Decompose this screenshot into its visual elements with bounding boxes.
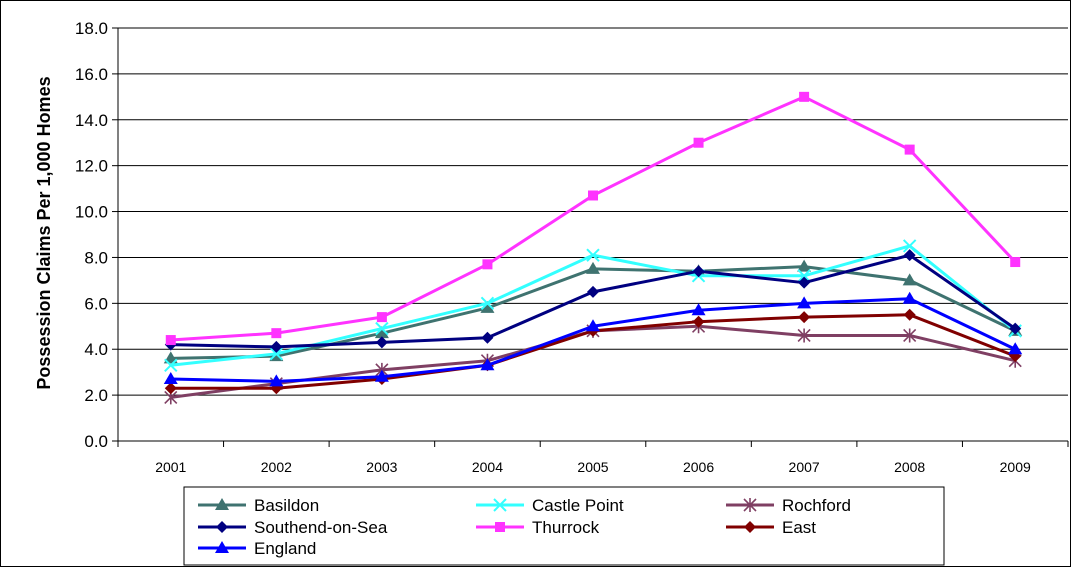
legend-entry: Castle Point — [476, 496, 624, 515]
y-tick-label: 4.0 — [84, 340, 108, 359]
data-point-marker — [902, 291, 917, 304]
data-point-marker — [269, 347, 284, 361]
x-tick-label: 2002 — [261, 459, 292, 475]
data-point-marker — [691, 303, 706, 316]
y-tick-label: 16.0 — [75, 65, 108, 84]
data-point-marker — [270, 340, 283, 353]
legend-entry: Basildon — [198, 496, 319, 515]
data-point-marker — [269, 374, 284, 387]
x-tick-label: 2009 — [1000, 459, 1031, 475]
legend-label: Castle Point — [532, 496, 624, 515]
data-point-marker — [215, 541, 229, 553]
legend-label: England — [254, 539, 316, 558]
x-tick-label: 2006 — [683, 459, 714, 475]
data-point-marker — [692, 265, 705, 278]
data-point-marker — [799, 91, 810, 102]
x-tick-label: 2003 — [366, 459, 397, 475]
y-tick-label: 12.0 — [75, 157, 108, 176]
legend-entry: Southend-on-Sea — [198, 518, 388, 537]
legend: Basildon Castle Point Rochford Southend-on-… — [183, 486, 945, 566]
data-point-marker — [1009, 322, 1022, 335]
x-tick-label: 2008 — [894, 459, 925, 475]
data-point-marker — [482, 259, 493, 270]
x-tick-label: 2001 — [155, 459, 186, 475]
data-point-marker — [797, 269, 811, 283]
x-tick-label: 2004 — [472, 459, 503, 475]
data-point-marker — [375, 321, 389, 336]
data-point-marker — [587, 285, 599, 298]
data-point-marker — [902, 239, 917, 253]
y-tick-label: 8.0 — [84, 248, 108, 267]
data-point-marker — [798, 276, 811, 289]
legend-entry: England — [198, 539, 316, 558]
data-point-marker — [480, 300, 495, 313]
data-point-marker — [480, 296, 495, 311]
data-point-marker — [215, 498, 229, 510]
data-point-marker — [903, 249, 916, 262]
data-point-marker — [797, 328, 811, 343]
series-england — [163, 291, 1023, 387]
data-point-marker — [216, 521, 228, 533]
data-point-marker — [588, 190, 598, 201]
data-point-marker — [163, 372, 178, 385]
legend-entry: East — [726, 518, 816, 537]
data-point-marker — [271, 328, 282, 339]
data-point-marker — [797, 296, 812, 309]
legend-label: Southend-on-Sea — [254, 518, 388, 537]
x-tick-label: 2005 — [577, 459, 608, 475]
data-point-marker — [165, 335, 176, 346]
data-point-marker — [902, 273, 917, 286]
y-tick-label: 2.0 — [84, 386, 108, 405]
data-point-marker — [903, 308, 916, 321]
data-point-marker — [164, 382, 177, 395]
data-point-marker — [798, 311, 811, 324]
data-point-marker — [797, 259, 812, 272]
data-point-marker — [744, 521, 756, 533]
data-point-marker — [903, 328, 917, 343]
data-point-marker — [493, 498, 507, 512]
data-point-marker — [374, 369, 389, 382]
series-basildon — [163, 259, 1023, 364]
data-point-marker — [164, 358, 178, 372]
legend-entry: Rochford — [726, 496, 851, 515]
data-point-marker — [586, 261, 600, 274]
data-point-marker — [1008, 342, 1023, 355]
data-point-marker — [743, 498, 757, 512]
data-point-marker — [586, 319, 600, 332]
y-tick-label: 6.0 — [84, 294, 108, 313]
data-point-marker — [692, 315, 705, 328]
data-point-marker — [376, 312, 387, 323]
y-tick-label: 10.0 — [75, 203, 108, 222]
series-line — [170, 297, 1016, 383]
series-thurrock — [165, 91, 1021, 346]
x-tick-label: 2007 — [789, 459, 820, 475]
data-point-marker — [586, 248, 600, 262]
data-point-marker — [693, 137, 704, 148]
y-tick-label: 18.0 — [75, 19, 108, 38]
axis-layer: 0.0 2.0 4.0 6.0 8.0 10.0 12.0 14.0 16.0 18.0 2001 2… — [75, 19, 1069, 475]
y-tick-label: 14.0 — [75, 111, 108, 130]
data-point-marker — [904, 144, 915, 155]
data-point-marker — [1010, 257, 1021, 268]
data-point-marker — [375, 336, 388, 349]
series-layer — [163, 91, 1023, 405]
data-point-marker — [481, 331, 494, 344]
legend-label: Thurrock — [532, 518, 600, 537]
data-point-marker — [495, 522, 505, 532]
y-tick-label: 0.0 — [84, 432, 108, 451]
legend-label: Rochford — [782, 496, 851, 515]
legend-label: East — [782, 518, 816, 537]
legend-entry: Thurrock — [476, 518, 600, 537]
legend-box — [183, 486, 945, 566]
y-axis-label: Possession Claims Per 1,000 Homes — [34, 76, 54, 389]
series-southend-on-sea — [164, 249, 1022, 353]
data-point-marker — [480, 358, 495, 371]
data-point-marker — [374, 326, 389, 339]
legend-label: Basildon — [254, 496, 319, 515]
